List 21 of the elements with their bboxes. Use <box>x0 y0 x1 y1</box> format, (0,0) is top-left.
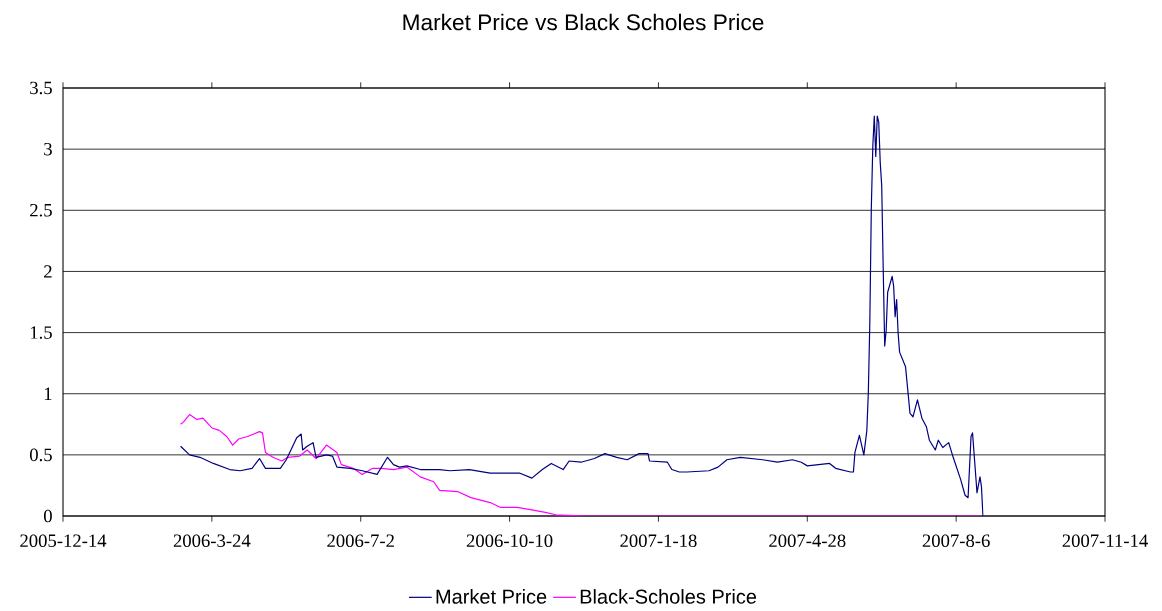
x-tick-label: 2007-11-14 <box>1062 534 1148 548</box>
line-series <box>180 413 984 517</box>
y-tick-label: 1 <box>44 387 52 400</box>
legend-label: Black-Scholes Price <box>580 589 757 604</box>
x-tick-label: 2006-3-24 <box>173 534 251 548</box>
x-tick-label: 2007-8-6 <box>922 534 990 548</box>
legend-label: Market Price <box>436 589 547 604</box>
y-tick-label: 2 <box>44 265 52 278</box>
x-tick-label: 2005-12-14 <box>20 534 107 548</box>
x-tick-label: 2006-10-10 <box>466 534 553 548</box>
y-tick-label: 0.5 <box>29 448 52 462</box>
x-tick-label: 2007-4-28 <box>769 534 846 548</box>
x-tick-label: 2006-7-2 <box>327 534 394 548</box>
y-tick-label: 3.5 <box>30 81 52 95</box>
y-tick-label: 2.5 <box>30 203 52 217</box>
x-tick-label: 2007-1-18 <box>620 534 697 548</box>
y-tick-label: 0 <box>43 509 52 523</box>
line-series <box>180 115 984 517</box>
y-tick-label: 3 <box>44 142 52 156</box>
chart-title: Market Price vs Black Scholes Price <box>403 13 764 31</box>
y-tick-label: 1.5 <box>30 326 52 339</box>
